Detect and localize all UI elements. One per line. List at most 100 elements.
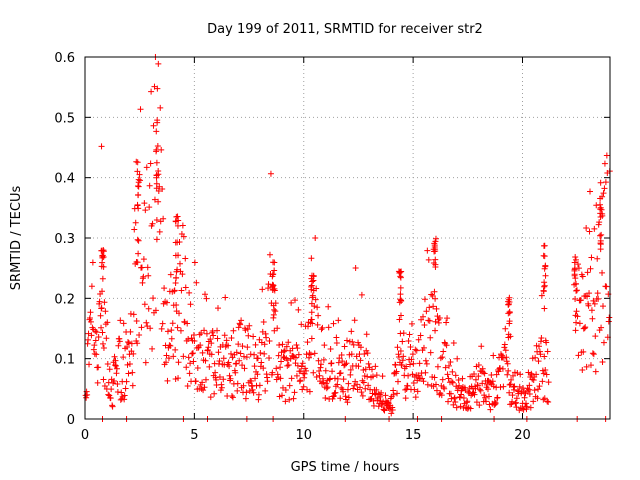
data-point [237,321,244,328]
data-point [396,316,403,323]
data-point [98,324,105,331]
data-point [99,275,106,282]
data-point [262,387,269,394]
data-point [153,159,160,166]
x-tick-label: 5 [190,428,198,443]
data-point [280,353,287,360]
data-point [598,324,605,331]
data-point [86,314,93,321]
data-point [99,254,106,261]
data-point [154,119,161,126]
data-point [111,378,118,385]
data-point [112,362,119,369]
data-point [588,307,595,314]
data-point [123,378,130,385]
data-point [394,344,401,351]
data-point [239,343,246,350]
data-point [91,342,98,349]
data-point [291,389,298,396]
data-point [313,285,320,292]
data-point [369,373,376,380]
y-tick-label: 0.3 [54,232,75,247]
data-point [603,283,610,290]
data-point [206,363,213,370]
data-point [259,286,266,293]
data-point [362,366,369,373]
data-point [92,328,99,335]
data-point [309,292,316,299]
data-point [448,378,455,385]
data-point [308,255,315,262]
data-point [379,373,386,380]
data-point [432,263,439,270]
data-point [505,310,512,317]
data-point [342,361,349,368]
data-point [489,378,496,385]
data-point [410,360,417,367]
y-tick-label: 0.5 [54,111,75,126]
data-point [308,309,315,316]
data-point [415,336,422,343]
data-point [311,350,318,357]
data-point [477,387,484,394]
data-point [246,387,253,394]
data-point [439,354,446,361]
data-point [490,352,497,359]
data-point [159,320,166,327]
data-point [398,362,405,369]
data-point [193,279,200,286]
data-point [395,268,402,275]
data-point [215,349,222,356]
data-point [141,200,148,207]
data-point [292,354,299,361]
data-point [457,403,464,410]
data-point [87,309,94,316]
data-point [117,396,124,403]
data-point [359,392,366,399]
data-point [140,273,147,280]
data-point [272,308,279,315]
data-point [370,397,377,404]
data-point [265,281,272,288]
data-point [357,357,364,364]
data-point [508,376,515,383]
data-point [173,268,180,275]
data-point [100,248,107,255]
data-point [144,264,151,271]
data-point [146,204,153,211]
data-point [107,395,114,402]
data-point [493,371,500,378]
data-point [392,362,399,369]
data-point [271,267,278,274]
data-point [185,354,192,361]
data-point [535,358,542,365]
data-point [506,299,513,306]
data-point [573,308,580,315]
data-point [254,355,261,362]
data-point [471,370,478,377]
data-point [479,380,486,387]
data-point [488,372,495,379]
data-point [524,387,531,394]
data-point [99,340,106,347]
data-point [340,376,347,383]
data-point [172,346,179,353]
data-point [405,337,412,344]
data-point [381,407,388,414]
data-point [444,371,451,378]
data-point [243,389,250,396]
data-point [167,342,174,349]
data-point [173,213,180,220]
data-point [506,389,513,396]
data-point [135,205,142,212]
data-point [156,228,163,235]
data-point [129,382,136,389]
data-point [243,354,250,361]
data-point [135,237,142,244]
data-point [509,392,516,399]
data-point [244,344,251,351]
data-point [474,382,481,389]
data-point [104,360,111,367]
data-point [580,348,587,355]
